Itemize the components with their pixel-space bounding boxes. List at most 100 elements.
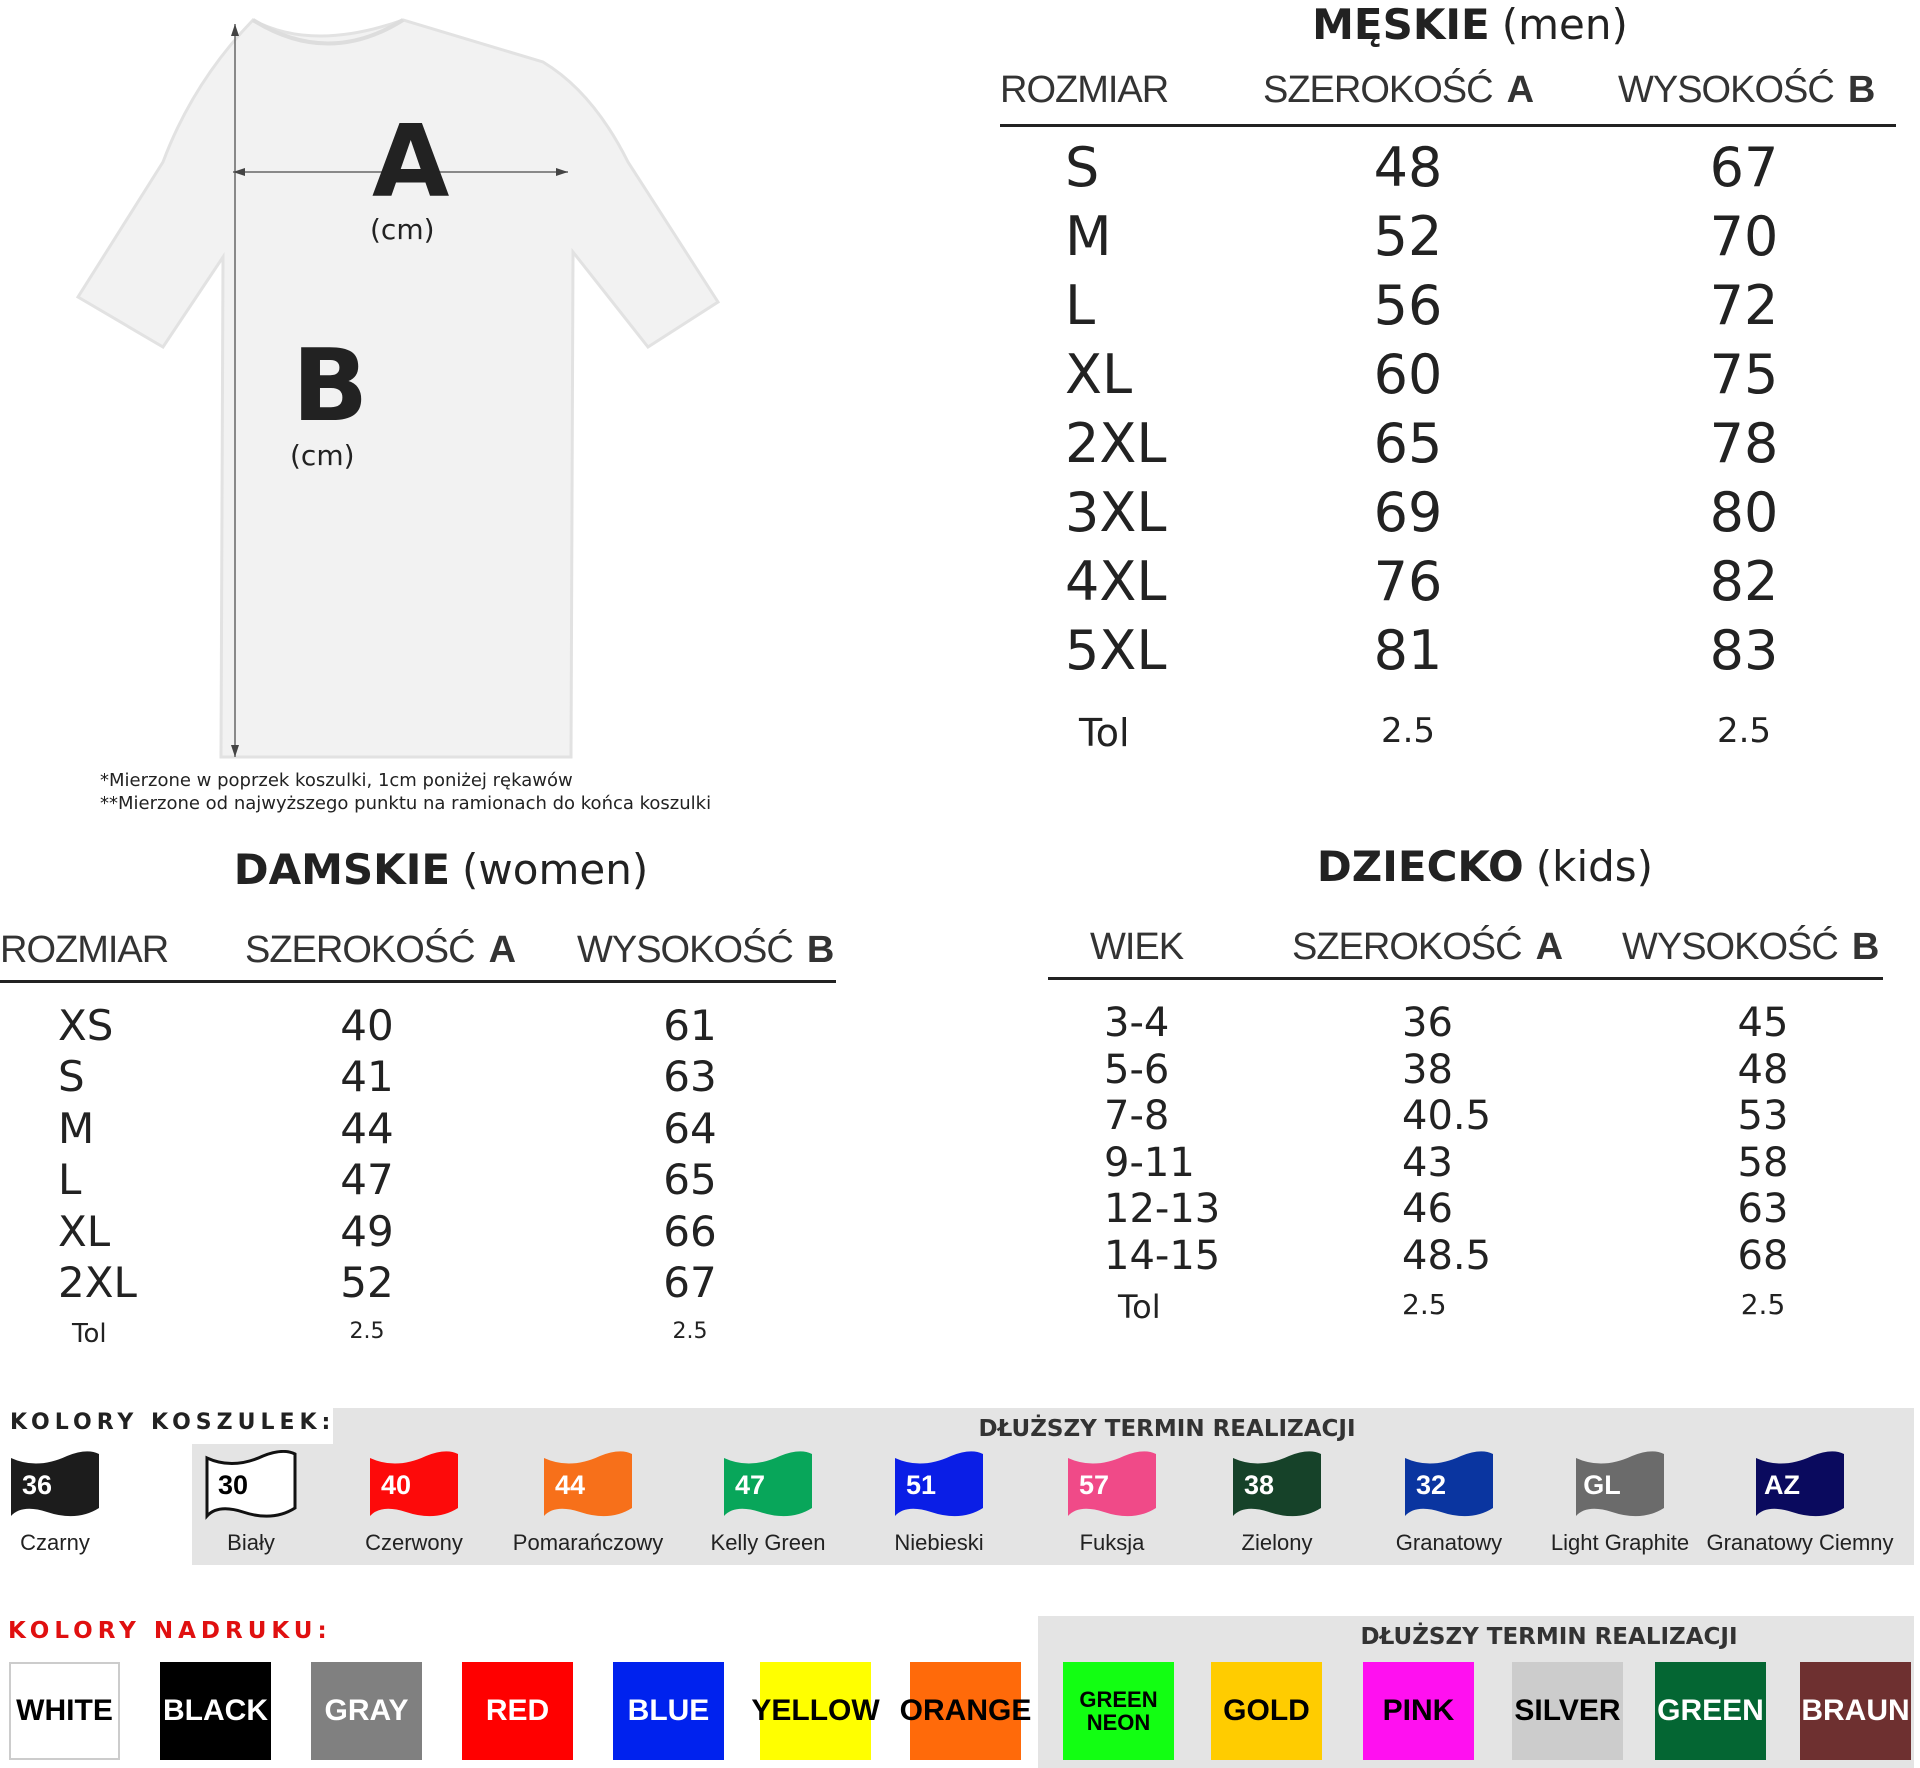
shirt-color-name: Czerwony <box>365 1530 463 1555</box>
men-cell: 67 <box>1709 136 1779 199</box>
title-sub: (women) <box>462 845 649 894</box>
print-color-green-neon[interactable]: GREEN NEON <box>1063 1662 1174 1760</box>
shirt-color-name: Fuksja <box>1079 1530 1145 1555</box>
note-height: **Mierzone od najwyższego punktu na rami… <box>100 793 712 814</box>
kids-cell: 14-15 <box>1104 1232 1221 1279</box>
men-cell: 72 <box>1709 274 1779 337</box>
header-width-label: SZEROKOŚĆ <box>1263 69 1494 111</box>
women-header-divider <box>0 980 836 983</box>
women-cell: M <box>58 1103 95 1153</box>
women-cell: 52 <box>340 1258 394 1307</box>
shirt-swatch: 51 <box>891 1450 987 1520</box>
kids-cell: 40.5 <box>1402 1093 1492 1139</box>
women-cell: L <box>58 1155 82 1205</box>
shirt-color-name: Light Graphite <box>1550 1530 1690 1555</box>
shirt-swatch: 57 <box>1064 1450 1160 1520</box>
svg-text:30: 30 <box>218 1470 248 1500</box>
men-cell: 82 <box>1709 550 1779 613</box>
men-cell: XL <box>1065 343 1133 406</box>
men-tolerance: 2.5 <box>1716 711 1772 751</box>
shirt-swatch: 30 <box>203 1449 299 1520</box>
women-cell: 64 <box>663 1103 717 1153</box>
women-title: DAMSKIE (women) <box>234 845 648 894</box>
header-width: SZEROKOŚĆ A <box>1263 69 1534 112</box>
unit-b: (cm) <box>290 439 355 472</box>
men-tolerance: 2.5 <box>1380 711 1436 751</box>
header-width-letter: A <box>1535 926 1563 968</box>
women-cell: 47 <box>340 1155 394 1205</box>
women-cell: 61 <box>663 1001 717 1050</box>
print-color-green[interactable]: GREEN <box>1655 1662 1766 1760</box>
header-height-label: WYSOKOŚĆ <box>1618 69 1835 111</box>
print-color-black[interactable]: BLACK <box>160 1662 271 1760</box>
kids-tolerance: Tol <box>1118 1288 1161 1326</box>
shirt-swatch: 36 <box>7 1450 103 1520</box>
men-cell: 2XL <box>1065 412 1167 475</box>
shirt-color-name: Granatowy Ciemny <box>1706 1530 1894 1555</box>
women-cell: XS <box>58 1001 114 1050</box>
print-color-yellow[interactable]: YELLOW <box>751 1662 880 1760</box>
women-cell: 66 <box>663 1206 717 1256</box>
women-cell: 40 <box>340 1001 394 1050</box>
shirt-swatch: 40 <box>366 1450 462 1520</box>
header-height: WYSOKOŚĆ B <box>1618 69 1875 112</box>
header-width-letter: A <box>488 929 516 971</box>
women-cell: XL <box>58 1206 111 1256</box>
men-cell: 75 <box>1709 343 1779 406</box>
header-width-label: SZEROKOŚĆ <box>245 929 476 971</box>
men-cell: S <box>1065 136 1100 199</box>
svg-text:38: 38 <box>1244 1470 1274 1500</box>
women-cell: 41 <box>340 1052 394 1102</box>
print-color-gold[interactable]: GOLD <box>1211 1662 1322 1760</box>
men-cell: M <box>1065 205 1112 268</box>
kids-cell: 68 <box>1737 1232 1789 1279</box>
kids-cell: 36 <box>1402 1000 1453 1046</box>
title-main: DZIECKO <box>1316 842 1524 891</box>
header-height-letter: B <box>1847 69 1875 111</box>
tshirt-diagram <box>73 12 723 762</box>
women-cell: 65 <box>663 1155 717 1205</box>
women-tolerance: Tol <box>72 1319 107 1349</box>
print-color-red[interactable]: RED <box>462 1662 573 1760</box>
shirt-swatch: GL <box>1572 1450 1668 1520</box>
svg-text:44: 44 <box>555 1470 585 1500</box>
svg-text:36: 36 <box>22 1470 52 1500</box>
header-size: WIEK <box>1090 926 1184 968</box>
kids-cell: 48 <box>1737 1046 1789 1093</box>
print-color-orange[interactable]: ORANGE <box>900 1662 1031 1760</box>
kids-title: DZIECKO (kids) <box>1317 842 1653 891</box>
men-cell: 81 <box>1373 619 1443 682</box>
women-cell: S <box>58 1052 85 1102</box>
print-color-white[interactable]: WHITE <box>9 1662 120 1760</box>
header-size: ROZMIAR <box>1000 69 1169 111</box>
title-main: MĘSKIE <box>1312 0 1490 49</box>
header-width: SZEROKOŚĆ A <box>1292 926 1563 969</box>
men-cell: 70 <box>1709 205 1779 268</box>
shirt-swatch: 38 <box>1229 1450 1325 1520</box>
header-height-letter: B <box>1851 926 1879 968</box>
print-color-pink[interactable]: PINK <box>1363 1662 1474 1760</box>
kids-header-divider <box>1048 977 1883 980</box>
kids-cell: 45 <box>1737 1000 1789 1046</box>
svg-text:32: 32 <box>1416 1470 1446 1500</box>
svg-text:57: 57 <box>1079 1470 1109 1500</box>
header-height-letter: B <box>806 929 834 971</box>
print-color-braun[interactable]: BRAUN <box>1800 1662 1911 1760</box>
men-cell: 3XL <box>1065 481 1167 544</box>
men-cell: 78 <box>1709 412 1779 475</box>
men-cell: 56 <box>1373 274 1443 337</box>
men-header-divider <box>1000 124 1896 127</box>
shirt-swatch: AZ <box>1752 1450 1848 1520</box>
kids-cell: 12-13 <box>1104 1186 1221 1232</box>
print-color-gray[interactable]: GRAY <box>311 1662 422 1760</box>
header-width-letter: A <box>1506 69 1534 111</box>
header-width: SZEROKOŚĆ A <box>245 929 516 972</box>
men-cell: 83 <box>1709 619 1779 682</box>
kids-tolerance: 2.5 <box>1740 1288 1786 1321</box>
label-b: B <box>292 327 369 444</box>
print-color-silver[interactable]: SILVER <box>1512 1662 1623 1760</box>
men-title: MĘSKIE (men) <box>1312 0 1628 49</box>
kids-cell: 63 <box>1737 1186 1789 1232</box>
svg-text:47: 47 <box>735 1470 765 1500</box>
print-color-blue[interactable]: BLUE <box>613 1662 724 1760</box>
